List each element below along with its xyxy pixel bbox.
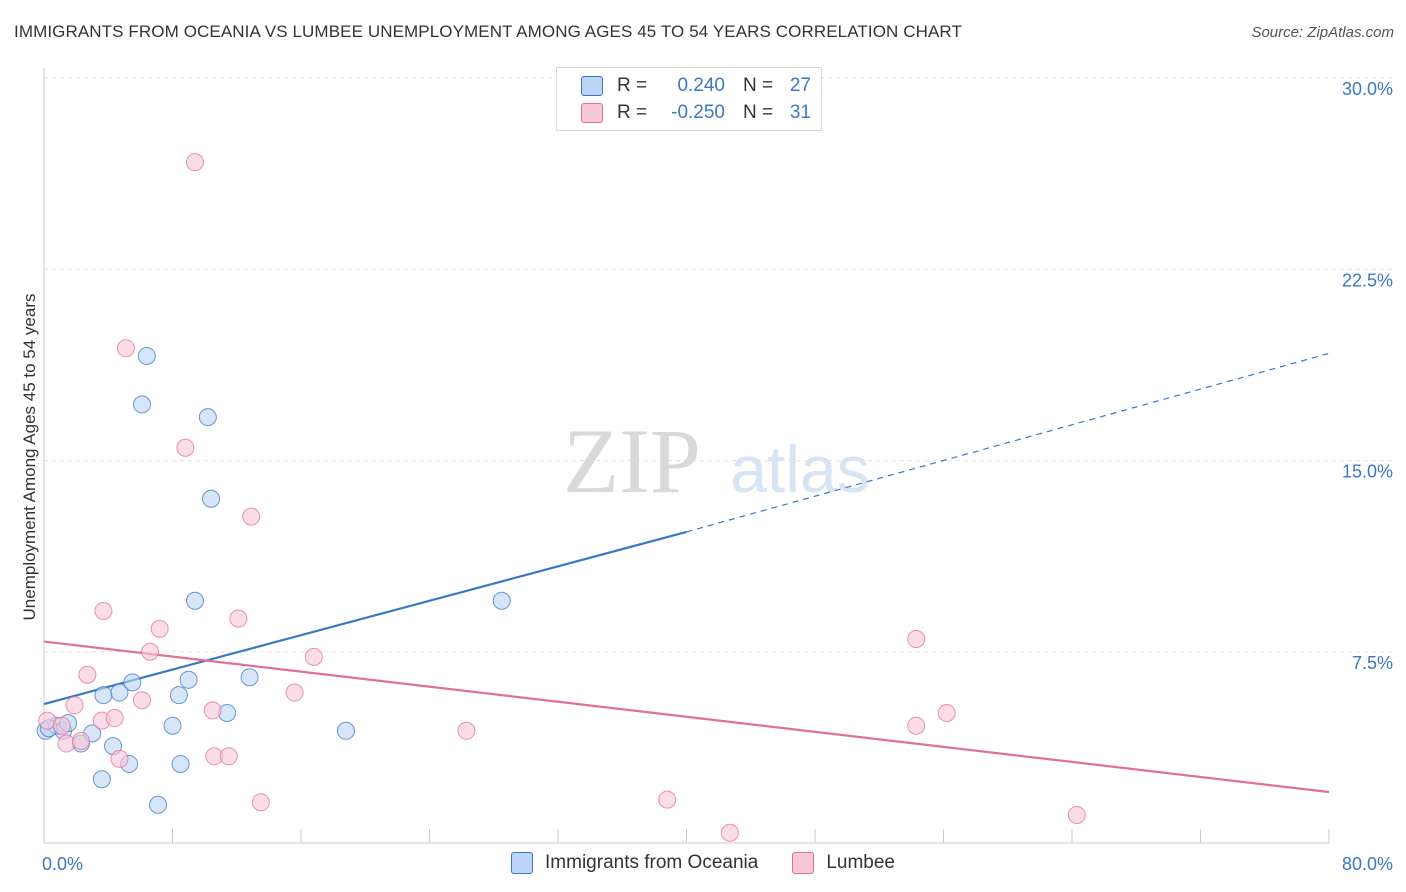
point-lumbee (185, 153, 204, 172)
point-lumbee (720, 823, 739, 842)
point-lumbee (219, 747, 238, 766)
x-tick-label: 0.0% (42, 854, 83, 874)
y-tick-label: 22.5% (1342, 270, 1393, 290)
legend-n-label: N = (743, 75, 774, 96)
source-label: Source: ZipAtlas.com (1251, 24, 1394, 41)
point-oceania (132, 395, 151, 414)
point-lumbee (285, 683, 304, 702)
point-lumbee (907, 716, 926, 735)
y-axis-label: Unemployment Among Ages 45 to 54 years (20, 294, 39, 621)
point-lumbee (71, 732, 90, 750)
point-oceania (179, 670, 198, 689)
legend-swatch-oceania (511, 852, 534, 874)
point-lumbee (304, 647, 323, 666)
gridlines (44, 77, 1395, 653)
legend-n-label: N = (743, 102, 774, 123)
trend-line-oceania (43, 530, 687, 706)
point-oceania (110, 683, 129, 702)
legend-r-label: R = (617, 75, 648, 96)
point-lumbee (907, 630, 926, 648)
point-lumbee (94, 601, 113, 620)
y-tick-label: 7.5% (1352, 653, 1393, 673)
point-lumbee (105, 709, 124, 728)
chart-title: IMMIGRANTS FROM OCEANIA VS LUMBEE UNEMPL… (14, 22, 962, 41)
watermark-zip: ZIP (563, 410, 701, 512)
point-lumbee (1067, 805, 1086, 824)
legend-r-value: 0.240 (677, 75, 725, 96)
point-oceania (94, 686, 113, 705)
x-tick-label: 80.0% (1342, 854, 1393, 874)
legend-item-lumbee: Lumbee (792, 852, 895, 874)
point-lumbee (150, 619, 169, 638)
trend-lines (43, 352, 1330, 794)
point-oceania (137, 346, 156, 365)
point-lumbee (457, 721, 476, 740)
watermark-atlas: atlas (730, 432, 869, 506)
point-oceania (202, 489, 221, 508)
point-lumbee (251, 793, 270, 812)
point-oceania (171, 754, 190, 773)
point-oceania (163, 716, 182, 735)
y-tick-label: 15.0% (1342, 462, 1393, 482)
point-lumbee (78, 665, 97, 684)
legend-row-lumbee: R = -0.250 N = 31 (581, 101, 811, 125)
point-lumbee (242, 507, 261, 526)
point-lumbee (176, 438, 195, 457)
legend-row-oceania: R = 0.240 N = 27 (581, 74, 811, 98)
point-oceania (198, 408, 217, 427)
legend-label-oceania: Immigrants from Oceania (545, 852, 759, 873)
legend-item-oceania: Immigrants from Oceania (511, 852, 758, 874)
point-lumbee (658, 790, 677, 809)
legend-n-value: 31 (789, 102, 811, 123)
point-oceania (149, 795, 168, 814)
trend-line-lumbee (43, 640, 1330, 794)
point-oceania (240, 668, 259, 687)
point-lumbee (229, 609, 248, 628)
y-tick-label: 30.0% (1342, 79, 1393, 99)
point-lumbee (116, 339, 135, 358)
point-oceania (492, 591, 511, 610)
point-lumbee (203, 701, 222, 720)
legend-swatch-lumbee (792, 852, 815, 874)
point-lumbee (52, 716, 71, 735)
point-oceania (336, 721, 355, 740)
x-tick-labels: 0.0% 80.0% (42, 854, 1393, 874)
point-oceania (185, 591, 204, 610)
trend-line-oceania-extension (686, 352, 1330, 533)
legend-label-lumbee: Lumbee (826, 852, 895, 873)
point-lumbee (132, 691, 151, 710)
legend-r-value: -0.250 (671, 102, 725, 123)
point-lumbee (937, 703, 956, 722)
correlation-legend: R = 0.240 N = 27 R = -0.250 N = 31 (556, 67, 822, 131)
y-tick-labels: 7.5% 15.0% 22.5% 30.0% (1342, 79, 1393, 673)
point-oceania (169, 686, 188, 705)
point-lumbee (65, 696, 84, 715)
legend-swatch-lumbee (581, 103, 603, 123)
series-legend: Immigrants from Oceania Lumbee (0, 852, 1406, 874)
point-oceania (92, 770, 111, 789)
point-lumbee (110, 749, 129, 768)
legend-r-label: R = (617, 102, 648, 123)
data-points (36, 153, 1086, 842)
point-lumbee (141, 642, 160, 661)
legend-n-value: 27 (789, 75, 811, 96)
legend-swatch-oceania (581, 76, 603, 96)
point-oceania (123, 673, 142, 692)
